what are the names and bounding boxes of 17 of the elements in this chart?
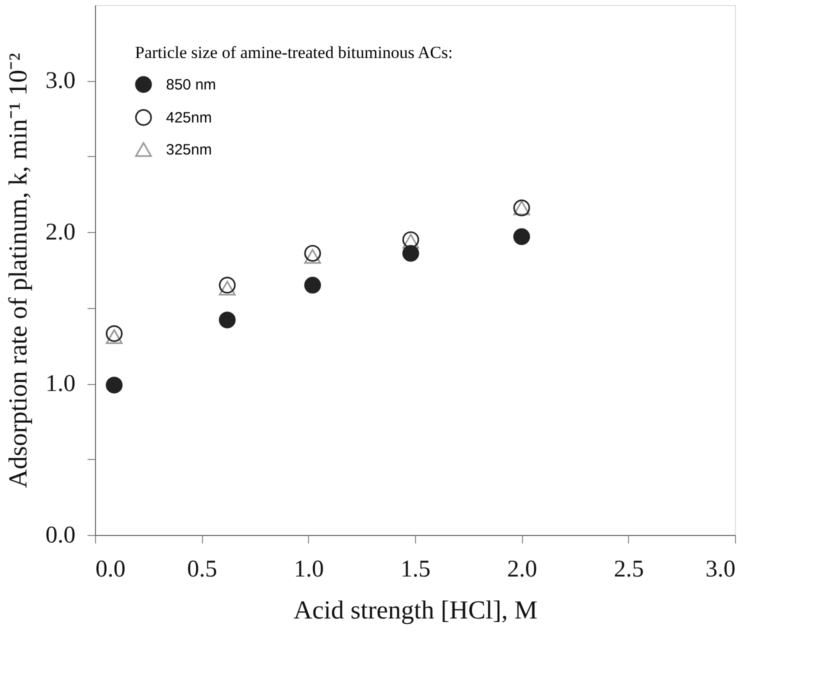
legend-label: 325nm [166, 142, 212, 158]
legend-label: 850 nm [166, 76, 216, 94]
legend-label: 425nm [166, 110, 212, 126]
legend-title: Particle size of amine-treated bituminous ACs: [135, 43, 453, 62]
x-axis-title: Acid strength [HCl], M [293, 596, 538, 624]
x-tick-label: 2.5 [614, 556, 644, 582]
y-tick-label: 0.0 [46, 522, 76, 548]
x-tick-label: 1.5 [400, 556, 430, 582]
y-tick-label: 1.0 [46, 371, 76, 398]
x-tick-label: 0.5 [187, 556, 218, 582]
x-tick-label: 3.0 [706, 556, 736, 582]
y-tick-label: 2.0 [46, 220, 76, 246]
x-tick-label: 1.0 [294, 556, 324, 582]
x-tick-label: 0.0 [96, 556, 126, 582]
y-axis-title: Adsorption rate of platinum, k, min⁻¹ 10⁻² [4, 52, 32, 488]
x-tick-label: 2.0 [507, 556, 538, 582]
y-tick-label: 3.0 [46, 68, 76, 94]
